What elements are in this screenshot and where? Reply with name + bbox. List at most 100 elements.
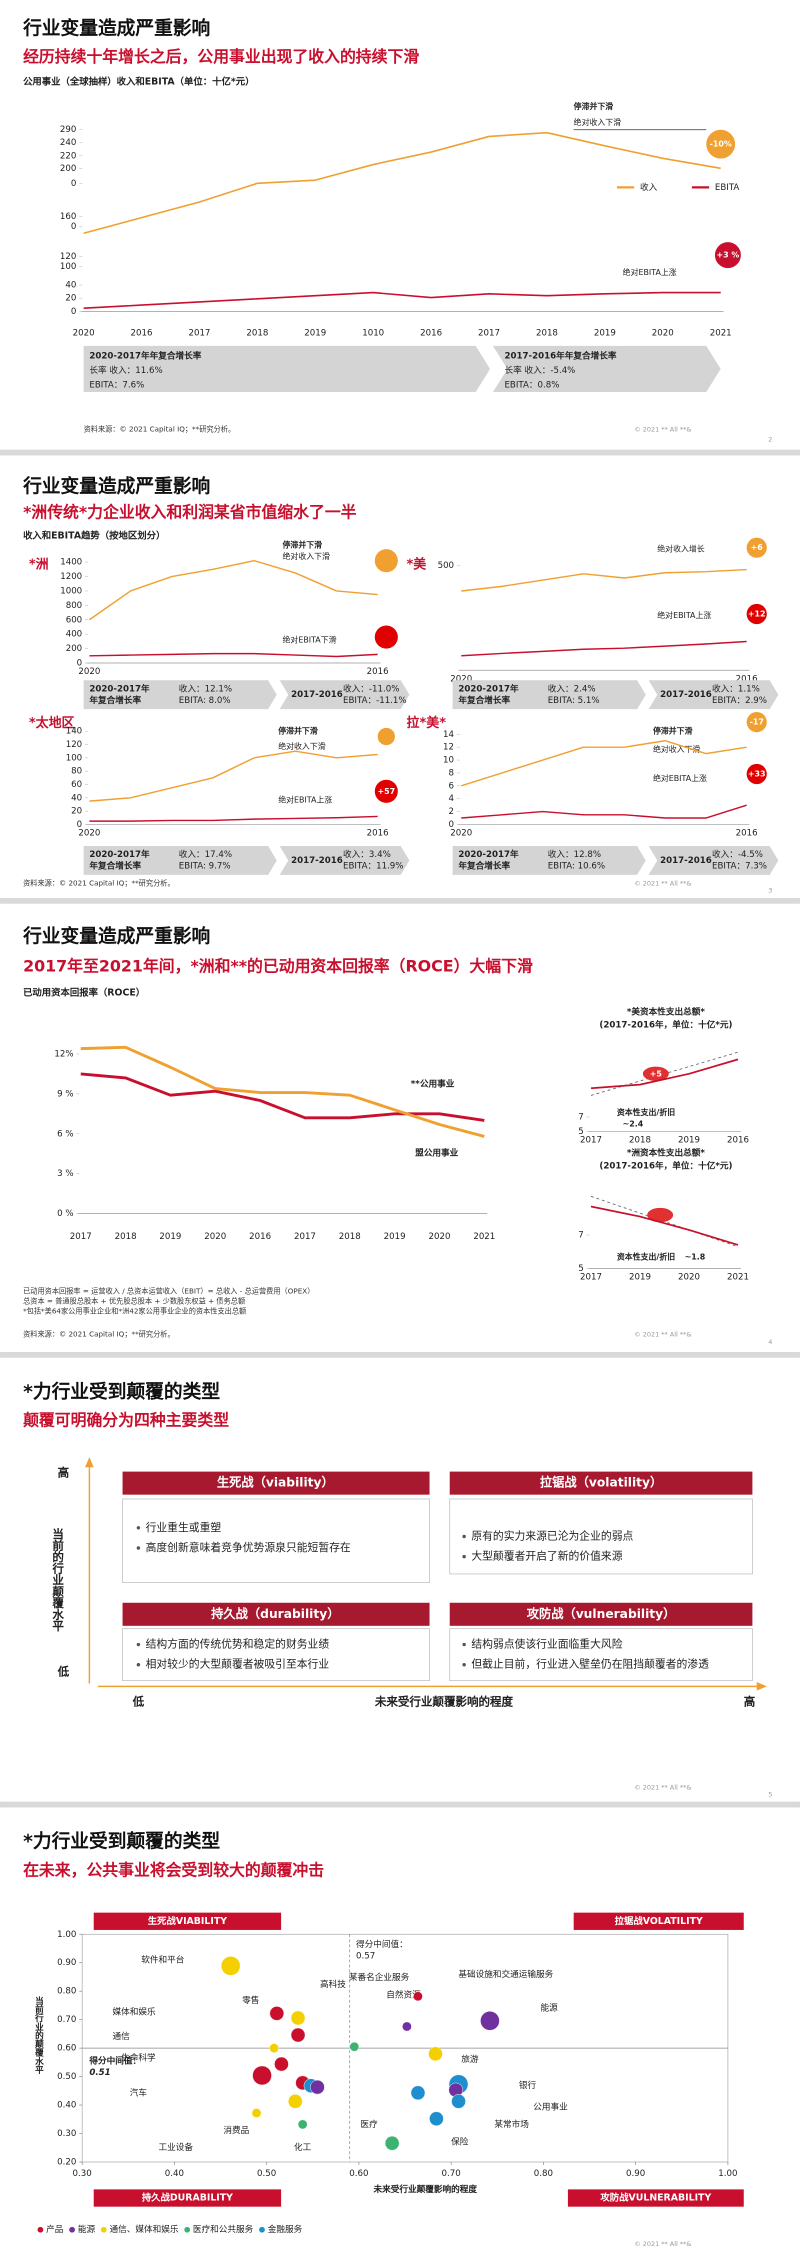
series-line bbox=[83, 291, 721, 309]
y-tick-label: 4 bbox=[449, 794, 455, 804]
axis-low: 低 bbox=[57, 1664, 70, 1678]
y-tick-label: 0 bbox=[77, 659, 83, 669]
annotation: 停滞并下滑 bbox=[574, 101, 614, 111]
y-tick-label: 200 bbox=[66, 644, 82, 654]
point-label: 消费品 bbox=[223, 2124, 249, 2136]
footer: © 2021 ** All **& bbox=[634, 880, 691, 888]
x-tick-label: 0.50 bbox=[257, 2169, 276, 2179]
x-tick-label: 2020 bbox=[78, 667, 100, 677]
y-tick-label: 120 bbox=[60, 252, 76, 262]
y-tick-label: 0.70 bbox=[57, 2015, 76, 2025]
y-tick-label: 400 bbox=[66, 630, 82, 640]
point bbox=[269, 2043, 279, 2053]
point bbox=[297, 2119, 308, 2130]
series-line bbox=[80, 1045, 485, 1138]
quadrant-header bbox=[449, 1471, 753, 1495]
point bbox=[428, 2046, 443, 2062]
x-tick-label: 0.30 bbox=[73, 2169, 92, 2179]
subtitle: *洲传统*力企业收入和利润某省市值缩水了一半 bbox=[23, 503, 357, 522]
x-tick-label: 2020 bbox=[450, 829, 472, 839]
growth-box bbox=[83, 345, 491, 393]
footer: © 2021 ** All **& bbox=[634, 2240, 691, 2248]
y-tick-label: 40 bbox=[65, 281, 76, 291]
x-tick-label: 2017 bbox=[478, 328, 500, 338]
bubble bbox=[714, 242, 741, 269]
growth-value: 收入：12.1% bbox=[179, 682, 232, 694]
x-tick-label: 0.60 bbox=[349, 2169, 368, 2179]
page-number: 3 bbox=[768, 887, 772, 895]
y-tick-label: 0 % bbox=[57, 1209, 73, 1219]
y-tick-label: 1400 bbox=[60, 558, 82, 568]
x-tick-label: 2021 bbox=[727, 1273, 749, 1283]
point-label: 媒体和娱乐 bbox=[112, 2006, 156, 2018]
y-tick-label: 7 bbox=[578, 1230, 584, 1240]
chart-label: 公用事业（全球抽样）收入和EBITA（单位：十亿*元） bbox=[23, 76, 254, 88]
note: 总资本 = 普通股总股本 + 优先股总股本 + 少数股东权益 + 债务总额 bbox=[23, 1297, 245, 1306]
point bbox=[429, 2111, 444, 2127]
y-tick-label: 160 bbox=[60, 212, 76, 222]
bullet bbox=[462, 1642, 466, 1647]
bullet-text: 大型颠覆者开启了新的价值来源 bbox=[471, 1549, 622, 1563]
quadrant-body bbox=[449, 1498, 753, 1575]
quadrant-title: 持久战（durability） bbox=[211, 1606, 339, 1621]
median-value: 0.57 bbox=[356, 1951, 375, 1961]
y-tick-label: 6 bbox=[449, 781, 455, 791]
y-tick-label: 0 bbox=[71, 222, 77, 232]
note: *包括*美64家公用事业企业和*洲42家公用事业企业的资本性支出总额 bbox=[23, 1307, 246, 1316]
growth-period: 2017-2016年年复合增长率 bbox=[504, 350, 616, 362]
median-value: 0.51 bbox=[89, 2068, 110, 2078]
point-label: 银行 bbox=[519, 2079, 537, 2091]
growth-ebita: EBITA：0.8% bbox=[504, 380, 559, 390]
bubble-label: +33 bbox=[748, 769, 766, 778]
x-tick-label: 2016 bbox=[131, 328, 153, 338]
bullet bbox=[462, 1554, 466, 1559]
quadrant-title: 拉锯战（volatility） bbox=[540, 1475, 662, 1490]
x-tick-label: 2019 bbox=[384, 1232, 406, 1242]
page-number: 4 bbox=[768, 1338, 772, 1346]
y-tick-label: 0 bbox=[449, 820, 455, 830]
region: *美 bbox=[406, 557, 426, 573]
legend-label: 医疗和公共服务 bbox=[193, 2223, 254, 2235]
annotation: 绝对EBITA上涨 bbox=[653, 773, 707, 783]
y-tick-label: 1200 bbox=[60, 572, 82, 582]
x-tick-label: 2016 bbox=[727, 1136, 749, 1146]
growth-box bbox=[648, 680, 779, 710]
axis-label: 未来受行业颠覆影响的程度 bbox=[374, 1695, 514, 1709]
bullet bbox=[462, 1663, 466, 1667]
x-tick-label: 2016 bbox=[249, 1232, 271, 1242]
y-tick-label: 5 bbox=[578, 1127, 584, 1137]
growth-period: 年复合增长率 bbox=[89, 694, 141, 706]
x-tick-label: 2021 bbox=[473, 1232, 495, 1242]
growth-period: 年复合增长率 bbox=[458, 694, 510, 706]
bubble-label: -10% bbox=[710, 140, 732, 149]
axis-high: 高 bbox=[744, 1695, 756, 1709]
x-tick-label: 2016 bbox=[420, 328, 442, 338]
legend-swatch bbox=[69, 2226, 75, 2233]
bubble-label: +3 % bbox=[716, 251, 739, 260]
growth-period: 2020-2017年 bbox=[89, 848, 150, 860]
annotation: 绝对EBITA下滑 bbox=[283, 634, 337, 644]
point-label: 生命科学 bbox=[121, 2052, 156, 2064]
point bbox=[402, 2021, 412, 2032]
growth-value: 收入：1.1% bbox=[712, 682, 760, 694]
series-line bbox=[89, 652, 378, 658]
slide-bg bbox=[0, 903, 800, 1352]
median-label: 得分中间值： bbox=[356, 1938, 408, 1950]
title: *力行业受到颠覆的类型 bbox=[23, 1381, 220, 1403]
y-tick-label: 0.30 bbox=[57, 2129, 76, 2139]
x-tick-label: 2019 bbox=[629, 1273, 651, 1283]
y-tick-label: 8 bbox=[449, 768, 455, 778]
y-tick-label: 240 bbox=[60, 138, 76, 148]
y-tick-label: 140 bbox=[66, 727, 82, 737]
bullet bbox=[136, 1526, 141, 1530]
point-label: 自然资源 bbox=[386, 1988, 421, 2000]
quadrant-tag bbox=[573, 1912, 744, 1930]
legend-label: 收入 bbox=[640, 181, 658, 193]
bubble bbox=[374, 549, 398, 573]
x-tick-label: 2020 bbox=[78, 829, 100, 839]
bubble-label: -17 bbox=[750, 718, 764, 727]
bubble bbox=[746, 603, 767, 625]
y-tick-label: 7 bbox=[578, 1113, 584, 1123]
x-tick-label: 2020 bbox=[428, 1232, 450, 1242]
